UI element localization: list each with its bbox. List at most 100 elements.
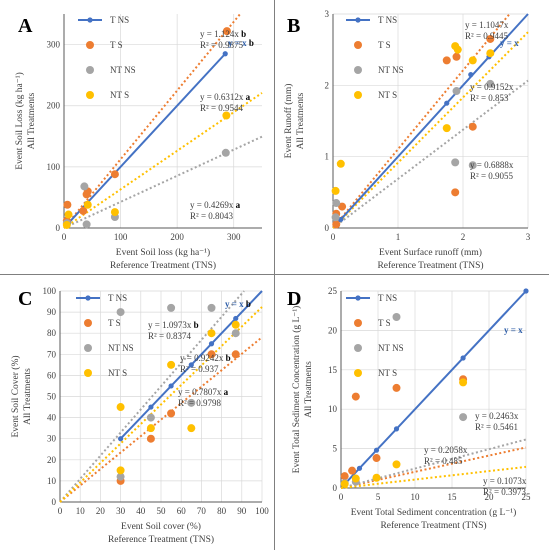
- y-tick-label: 0: [52, 497, 57, 507]
- legend-marker: [86, 41, 94, 49]
- point-nt-s: [167, 360, 176, 369]
- legend-marker: [87, 17, 93, 23]
- trendline-nt-s: [332, 31, 529, 229]
- point-t-ns: [208, 341, 215, 347]
- r-squared-label: R² = 0.3973: [483, 487, 527, 497]
- r-squared-label: R² = 0.9875: [200, 40, 244, 50]
- equation-label: y = x: [500, 38, 519, 48]
- panel-D: D 0 5 10 15 20 25 0 5 10 15 20 25 Event Total Sedimen…: [287, 286, 531, 531]
- y-tick-label: 20: [47, 455, 57, 465]
- point-nt-s: [64, 210, 73, 219]
- equation-label: y = 0.2058x: [424, 445, 468, 455]
- y-tick-label: 40: [47, 413, 57, 423]
- point-t-ns: [188, 362, 194, 368]
- point-nt-s: [372, 473, 381, 482]
- point-nt-s: [222, 111, 231, 120]
- x-axis-title: Event Surface runoff (mm): [379, 247, 482, 258]
- x-tick-label: 5: [376, 492, 381, 502]
- point-nt-ns: [146, 413, 155, 422]
- horizontal-divider: [0, 274, 549, 275]
- equation-label: y = 0.2463x: [475, 411, 519, 421]
- legend-marker: [86, 91, 94, 99]
- significance-letter: a: [233, 200, 240, 210]
- legend-label: T S: [108, 318, 121, 328]
- legend-label: T NS: [378, 15, 397, 25]
- legend-marker: [84, 344, 92, 352]
- x-tick-label: 20: [485, 492, 495, 502]
- trendline-nt-ns: [332, 79, 529, 229]
- significance-letter: a: [243, 92, 250, 102]
- equation-label: y = 0.6312x a: [200, 92, 251, 102]
- point-t-s: [146, 434, 155, 443]
- y-tick-label: 20: [328, 325, 338, 335]
- point-t-s: [167, 409, 176, 418]
- equation-label: y = 0.9242x b: [180, 353, 231, 363]
- point-nt-ns: [80, 182, 89, 191]
- point-nt-ns: [468, 161, 477, 170]
- r-squared-label: R² = 0.9798: [178, 398, 222, 408]
- point-t-s: [63, 200, 72, 209]
- x-tick-label: 0: [339, 492, 344, 502]
- y-tick-label: 0: [325, 223, 330, 233]
- equation-label: y = 0.4269x a: [190, 200, 241, 210]
- y-tick-label: 300: [47, 40, 61, 50]
- panel-C: C 0 10 20 30 40 50 60 70 80 90 100 0 10 20 30 40 50 60 70 80…: [10, 286, 269, 545]
- point-t-ns: [468, 72, 474, 78]
- y-axis-subtitle: All Treatments: [27, 92, 37, 149]
- x-tick-label: 100: [114, 232, 128, 242]
- panel-letter: B: [287, 15, 300, 37]
- y-tick-label: 10: [47, 476, 57, 486]
- point-t-ns: [460, 355, 466, 361]
- legend-marker: [84, 369, 92, 377]
- y-tick-label: 100: [43, 286, 57, 296]
- panel-letter: D: [287, 288, 301, 310]
- point-nt-s: [62, 220, 71, 229]
- y-tick-label: 30: [47, 434, 57, 444]
- point-t-s: [348, 466, 357, 475]
- legend-marker: [354, 344, 362, 352]
- legend-label: NT NS: [378, 65, 404, 75]
- x-tick-label: 300: [227, 232, 241, 242]
- x-tick-label: 60: [177, 506, 187, 516]
- legend-label: NT NS: [108, 343, 134, 353]
- point-t-ns: [356, 465, 363, 471]
- point-t-s: [452, 52, 461, 61]
- point-nt-ns: [451, 158, 460, 167]
- x-tick-label: 3: [526, 232, 531, 242]
- point-nt-ns: [392, 313, 401, 322]
- point-nt-ns: [207, 303, 216, 312]
- x-axis-title: Event Soil loss (kg ha⁻¹): [116, 247, 210, 258]
- x-tick-label: 0: [58, 506, 63, 516]
- significance-letter: b: [191, 320, 198, 330]
- legend-label: NT NS: [378, 343, 404, 353]
- legend-marker: [86, 66, 94, 74]
- x-tick-label: 70: [197, 506, 207, 516]
- y-axis-subtitle: All Treatments: [304, 361, 314, 418]
- trendline-t-s: [63, 13, 241, 229]
- point-nt-s: [83, 200, 92, 209]
- x-tick-label: 100: [255, 506, 269, 516]
- r-squared-label: R² = 0.8043: [190, 211, 234, 221]
- x-axis-title: Event Soil cover (%): [121, 521, 201, 532]
- r-squared-label: R² = 0.9544: [200, 103, 244, 113]
- equation-label: y = 0.7807x a: [178, 387, 229, 397]
- significance-letter: b: [244, 299, 251, 309]
- point-t-s: [332, 220, 341, 229]
- y-tick-label: 25: [328, 286, 338, 296]
- legend-marker: [354, 66, 362, 74]
- point-nt-ns: [459, 413, 468, 422]
- legend-label: T NS: [378, 293, 397, 303]
- point-nt-s: [110, 208, 119, 217]
- legend-label: T S: [378, 40, 391, 50]
- significance-letter: a: [221, 387, 228, 397]
- x-axis-subtitle: Reference Treatment (TNS): [377, 260, 483, 271]
- point-nt-s: [187, 424, 196, 433]
- point-t-s: [468, 122, 477, 131]
- trendline-nt-ns: [340, 438, 527, 489]
- y-axis-title: Event Soil Cover (%): [10, 355, 21, 437]
- panel-B: B 0 1 2 3 0 1 2 3 Event Surface runoff (mm) Refere…: [283, 9, 531, 271]
- point-t-ns: [373, 447, 380, 453]
- point-t-s: [486, 34, 495, 43]
- point-nt-s: [453, 45, 462, 54]
